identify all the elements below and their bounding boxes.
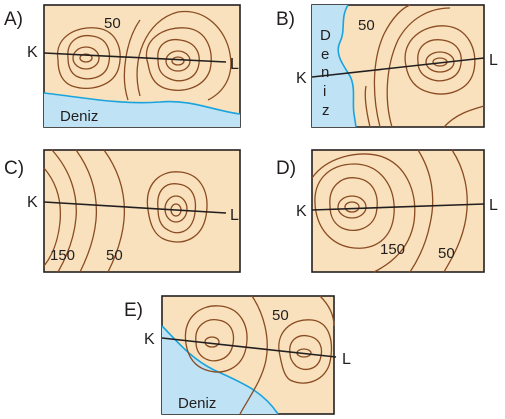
panel-b-contour — [417, 39, 462, 82]
panel-b-contour — [443, 105, 485, 128]
panel-b-kl-line — [311, 57, 485, 78]
panel-d-contour — [337, 195, 367, 219]
panel-a-contour — [72, 46, 100, 70]
panel-b-l: L — [489, 52, 498, 69]
panel-e-contour — [319, 295, 335, 327]
panel-c-contour — [146, 171, 208, 243]
panel-a-sea — [44, 93, 240, 127]
panel-b-k: K — [296, 70, 307, 87]
panel-d-value: 150 — [380, 241, 405, 258]
panel-a-contour — [79, 53, 93, 63]
panel-a-contour — [67, 34, 111, 80]
panel-d-contour — [329, 177, 378, 231]
panel-c-contour — [51, 149, 77, 273]
panel-d-k: K — [296, 203, 307, 220]
panel-e-sea-label: Deniz — [178, 395, 216, 412]
panel-c-contour — [75, 149, 98, 273]
panel-e-k: K — [144, 331, 155, 348]
panel-b-contour — [386, 7, 451, 128]
panel-b-label: B) — [276, 9, 295, 30]
panel-c-contour — [103, 149, 126, 273]
panel-a-contour — [157, 38, 200, 82]
panel-b-contour — [373, 4, 411, 128]
panel-d-label: D) — [276, 158, 296, 179]
panel-b-coastline — [337, 4, 357, 128]
panel-d-contour — [443, 149, 468, 273]
panel-b-sea-letter: e — [321, 46, 329, 63]
panel-e-sea — [162, 326, 278, 414]
panel-c-value: 150 — [50, 247, 75, 264]
panel-e-contour — [195, 319, 235, 362]
panel-b: B) K L 50 D e n i z — [276, 4, 498, 128]
panel-b-value: 50 — [358, 17, 375, 34]
panel-d: D) K L 150 50 — [276, 149, 498, 273]
panel-b-sea-letter: i — [323, 83, 326, 100]
panel-a: A) K L 50 Deniz — [4, 4, 241, 128]
panel-a-contour — [136, 10, 232, 101]
panel-c: C) K L 150 50 — [4, 149, 241, 273]
panel-d-contour — [314, 163, 395, 249]
panel-c-kl-line — [43, 201, 227, 214]
panel-e-contour — [289, 334, 323, 371]
panel-b-sea-letter: D — [320, 27, 331, 44]
panel-d-l: L — [489, 197, 498, 214]
panel-e-label: E) — [124, 300, 143, 321]
panel-a-contour — [57, 27, 121, 89]
panel-b-contour — [364, 85, 371, 128]
panel-a-k: K — [27, 44, 38, 61]
panel-d-contour — [344, 201, 360, 213]
panel-c-k: K — [27, 194, 38, 211]
panel-a-label: A) — [4, 9, 23, 30]
panel-d-value: 50 — [438, 245, 455, 262]
panel-d-contour — [311, 153, 416, 273]
panel-e: E) K L 50 Deniz — [124, 295, 351, 415]
panel-a-kl-line — [43, 52, 227, 63]
panel-c-l: L — [230, 207, 239, 224]
panel-a-coastline — [43, 92, 241, 115]
panel-e-l: L — [342, 351, 351, 368]
panel-e-kl-line — [161, 337, 337, 358]
panel-b-contour — [404, 25, 476, 95]
panel-e-contour — [239, 295, 268, 415]
panel-a-contour — [171, 56, 185, 66]
panel-a-sea-label: Deniz — [60, 108, 98, 125]
panel-a-l: L — [230, 56, 239, 73]
panel-a-contour — [145, 27, 212, 91]
panel-d-kl-line — [311, 203, 485, 211]
panel-b-sea-letter: n — [321, 64, 329, 81]
panel-c-value: 50 — [106, 247, 123, 264]
panel-e-value: 50 — [272, 307, 289, 324]
panel-c-label: C) — [4, 158, 24, 179]
panel-b-sea — [312, 5, 356, 127]
panel-d-contour — [409, 149, 434, 273]
panel-c-contour — [157, 183, 197, 234]
panel-a-value: 50 — [104, 15, 121, 32]
panel-a-contour — [123, 19, 141, 101]
panel-b-sea-letter: z — [322, 102, 330, 119]
panel-e-contour — [278, 319, 333, 384]
panel-c-contour — [43, 167, 62, 267]
